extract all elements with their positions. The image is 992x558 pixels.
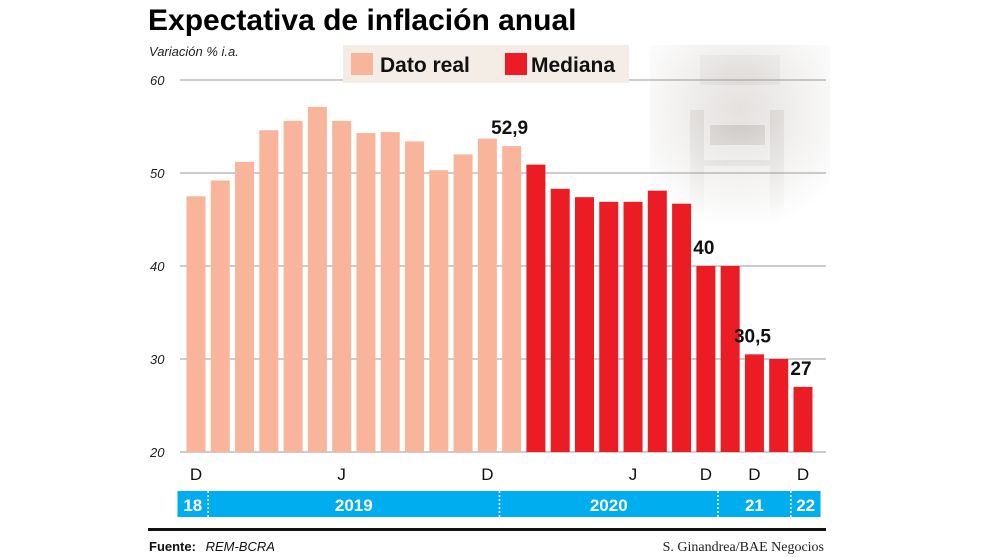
footer-divider	[148, 528, 826, 531]
bar-dato-real	[259, 130, 279, 452]
bar-dato-real	[210, 180, 230, 452]
bar-mediana	[599, 201, 619, 452]
y-tick-label: 30	[150, 352, 165, 367]
legend-label-dato-real: Dato real	[380, 54, 470, 77]
footer-credit: S. Ginandrea/BAE Negocios	[663, 540, 824, 555]
x-tick-label: D	[797, 465, 809, 484]
y-tick-label: 20	[149, 445, 165, 460]
bar-dato-real	[332, 120, 352, 453]
bar-dato-real	[380, 132, 400, 452]
building-background-image	[640, 40, 840, 240]
bar-dato-real	[453, 154, 473, 452]
legend-box	[343, 45, 629, 83]
bar-mediana	[526, 164, 546, 452]
year-label: 22	[796, 496, 815, 515]
bar-mediana	[647, 190, 667, 453]
bar-mediana	[672, 203, 692, 452]
source-label: Fuente:	[149, 539, 196, 554]
y-tick-label: 40	[150, 259, 165, 274]
y-axis-label: Variación % i.a.	[149, 44, 239, 59]
bar-mediana	[696, 266, 716, 452]
year-label: 21	[745, 496, 764, 515]
bar-mediana	[574, 197, 594, 452]
bar-dato-real	[235, 161, 255, 452]
x-tick-label: D	[481, 465, 493, 484]
bar-dato-real	[477, 138, 497, 452]
legend-label-mediana: Mediana	[531, 54, 615, 77]
year-label: 18	[183, 496, 202, 515]
y-tick-label: 60	[150, 73, 165, 88]
bar-mediana	[623, 201, 643, 452]
bar-dato-real	[405, 141, 425, 452]
x-tick-label: J	[337, 465, 346, 484]
bar-mediana	[550, 188, 570, 452]
x-tick-label: D	[190, 465, 202, 484]
bar-mediana	[720, 266, 740, 452]
bar-mediana	[793, 386, 813, 452]
bar-dato-real	[283, 120, 303, 453]
footer-source: Fuente: REM-BCRA	[149, 539, 275, 554]
data-label: 27	[790, 359, 811, 380]
bar-mediana	[769, 359, 789, 452]
bar-dato-real	[356, 133, 376, 452]
data-label: 40	[693, 238, 714, 259]
data-label: 52,9	[491, 118, 528, 139]
x-tick-label: D	[700, 465, 712, 484]
bar-dato-real	[429, 170, 449, 452]
chart-title: Expectativa de inflación anual	[148, 4, 576, 37]
year-label: 2019	[335, 496, 373, 515]
bar-dato-real	[502, 146, 522, 452]
bar-dato-real	[186, 196, 206, 452]
source-value: REM-BCRA	[206, 539, 275, 554]
data-label: 30,5	[734, 326, 771, 347]
y-tick-label: 50	[150, 166, 165, 181]
x-tick-label: J	[629, 465, 638, 484]
x-tick-label: D	[748, 465, 760, 484]
legend-swatch-dato-real	[351, 53, 373, 75]
year-label: 2020	[590, 496, 628, 515]
bar-mediana	[744, 354, 764, 452]
legend-swatch-mediana	[505, 53, 527, 75]
bar-dato-real	[307, 106, 327, 452]
legend: Dato real Mediana	[343, 45, 629, 83]
